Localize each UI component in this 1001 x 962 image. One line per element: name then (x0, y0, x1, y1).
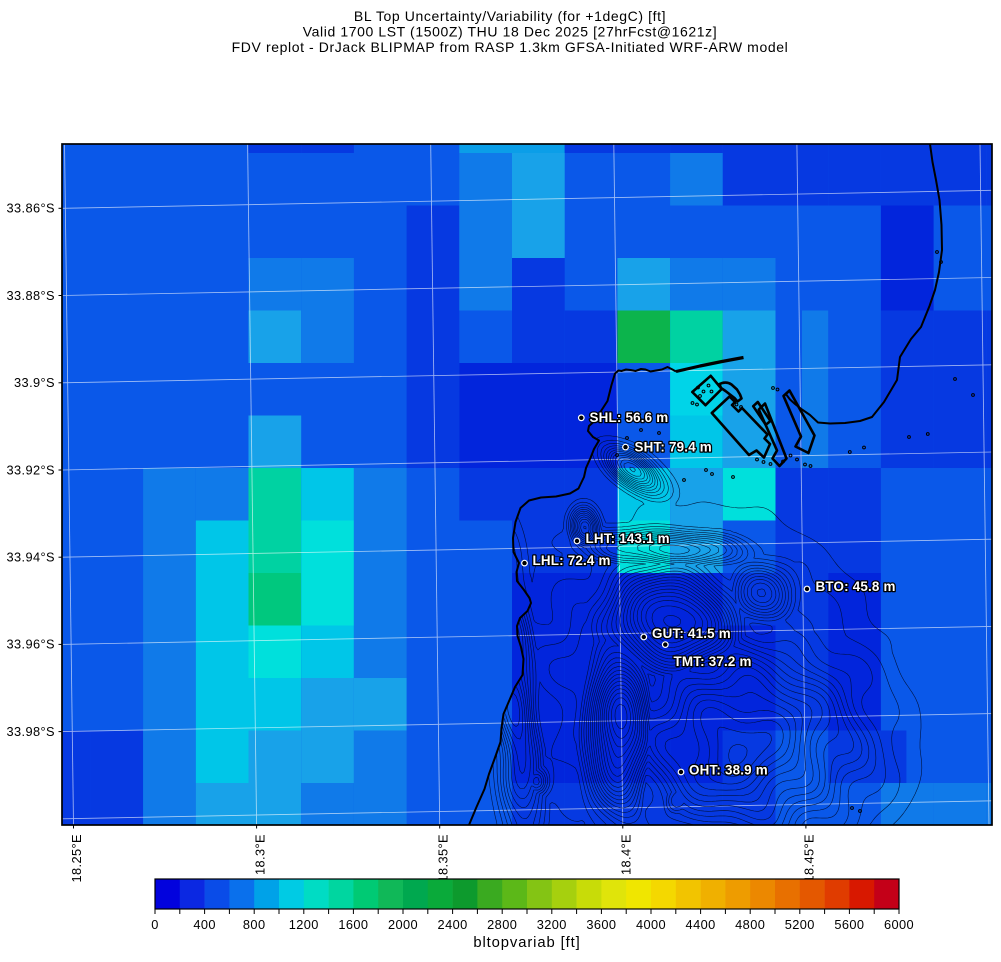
svg-text:3600: 3600 (586, 917, 616, 932)
svg-text:1200: 1200 (289, 917, 319, 932)
svg-text:BTO: 45.8 m: BTO: 45.8 m (816, 579, 896, 594)
svg-text:2800: 2800 (487, 917, 517, 932)
svg-text:TMT: 37.2 m: TMT: 37.2 m (674, 654, 752, 669)
svg-text:0: 0 (151, 917, 159, 932)
svg-text:FDV replot - DrJack BLIPMAP fr: FDV replot - DrJack BLIPMAP from RASP 1.… (232, 39, 789, 55)
svg-text:5200: 5200 (785, 917, 815, 932)
svg-text:BL Top Uncertainty/Variability: BL Top Uncertainty/Variability (for +1de… (354, 8, 666, 24)
svg-text:3200: 3200 (537, 917, 567, 932)
svg-text:1600: 1600 (338, 917, 368, 932)
svg-text:LHT: 143.1 m: LHT: 143.1 m (586, 531, 670, 546)
svg-text:33.98°S: 33.98°S (7, 724, 55, 739)
svg-text:bltopvariab [ft]: bltopvariab [ft] (473, 935, 580, 951)
svg-text:Valid 1700 LST (1500Z) THU 18: Valid 1700 LST (1500Z) THU 18 Dec 2025 [… (303, 24, 718, 40)
svg-text:SHT: 79.4 m: SHT: 79.4 m (635, 440, 712, 455)
svg-text:4000: 4000 (636, 917, 666, 932)
svg-text:33.9°S: 33.9°S (14, 375, 55, 390)
svg-text:33.86°S: 33.86°S (7, 201, 55, 216)
svg-text:18.35°E: 18.35°E (435, 834, 450, 882)
svg-text:18.45°E: 18.45°E (802, 834, 817, 882)
svg-text:33.88°S: 33.88°S (7, 288, 55, 303)
svg-text:SHL: 56.6 m: SHL: 56.6 m (590, 410, 669, 425)
svg-text:400: 400 (193, 917, 216, 932)
svg-text:GUT: 41.5 m: GUT: 41.5 m (652, 626, 731, 641)
svg-text:2000: 2000 (388, 917, 418, 932)
svg-text:18.4°E: 18.4°E (618, 834, 633, 875)
svg-text:4800: 4800 (735, 917, 765, 932)
svg-text:LHL: 72.4 m: LHL: 72.4 m (533, 553, 611, 568)
svg-text:18.25°E: 18.25°E (69, 834, 84, 882)
svg-text:OHT: 38.9 m: OHT: 38.9 m (689, 763, 768, 778)
svg-text:33.94°S: 33.94°S (7, 550, 55, 565)
svg-text:33.96°S: 33.96°S (7, 637, 55, 652)
svg-text:33.92°S: 33.92°S (7, 462, 55, 477)
svg-text:18.3°E: 18.3°E (252, 834, 267, 875)
svg-text:4400: 4400 (686, 917, 716, 932)
svg-text:5600: 5600 (834, 917, 864, 932)
svg-text:800: 800 (243, 917, 266, 932)
svg-text:6000: 6000 (884, 917, 914, 932)
svg-text:2400: 2400 (438, 917, 468, 932)
